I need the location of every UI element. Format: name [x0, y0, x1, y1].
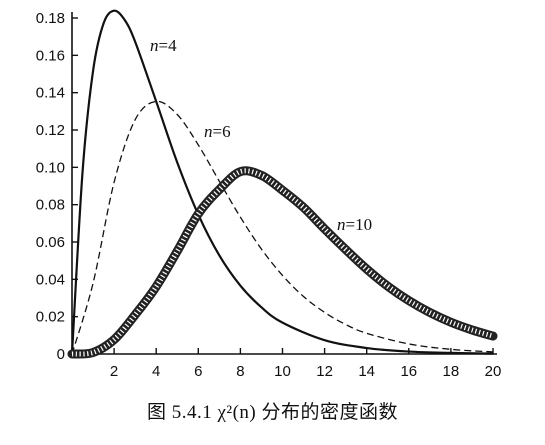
x-tick-label: 18	[443, 363, 460, 380]
series-label-n4: n=4	[150, 36, 177, 55]
x-tick-label: 16	[400, 363, 417, 380]
y-tick-label: 0.14	[36, 85, 65, 102]
x-tick-label: 20	[485, 363, 502, 380]
y-tick-label: 0.16	[36, 47, 65, 64]
y-tick-label: 0.02	[36, 309, 65, 326]
series-label-n6: n=6	[204, 122, 231, 141]
x-tick-label: 2	[110, 363, 118, 380]
series-line-n10	[67, 166, 498, 359]
y-tick-label: 0.08	[36, 197, 65, 214]
y-tick-label: 0.04	[36, 271, 65, 288]
series-line-n4	[70, 9, 494, 355]
series-layer	[67, 9, 498, 359]
y-tick-label: 0	[57, 346, 65, 363]
y-tick-label: 0.12	[36, 122, 65, 139]
axes	[71, 12, 497, 355]
y-tick-label: 0.10	[36, 159, 65, 176]
figure-caption: 图 5.4.1 χ²(n) 分布的密度函数	[146, 402, 399, 423]
x-tick-label: 6	[194, 363, 202, 380]
series-line-n10-hatch	[71, 168, 494, 357]
y-tick-label: 0.06	[36, 234, 65, 251]
x-tick-label: 4	[152, 363, 160, 380]
x-tick-label: 14	[358, 363, 375, 380]
x-tick-label: 12	[316, 363, 333, 380]
y-ticks: 0 0.02 0.04 0.06 0.08 0.10 0.12 0.14 0.16 0.18	[36, 10, 78, 363]
y-tick-label: 0.18	[36, 10, 65, 27]
series-line-n6	[71, 100, 494, 355]
x-tick-label: 8	[236, 363, 244, 380]
series-label-n10: n=10	[337, 215, 372, 234]
x-tick-label: 10	[274, 363, 291, 380]
